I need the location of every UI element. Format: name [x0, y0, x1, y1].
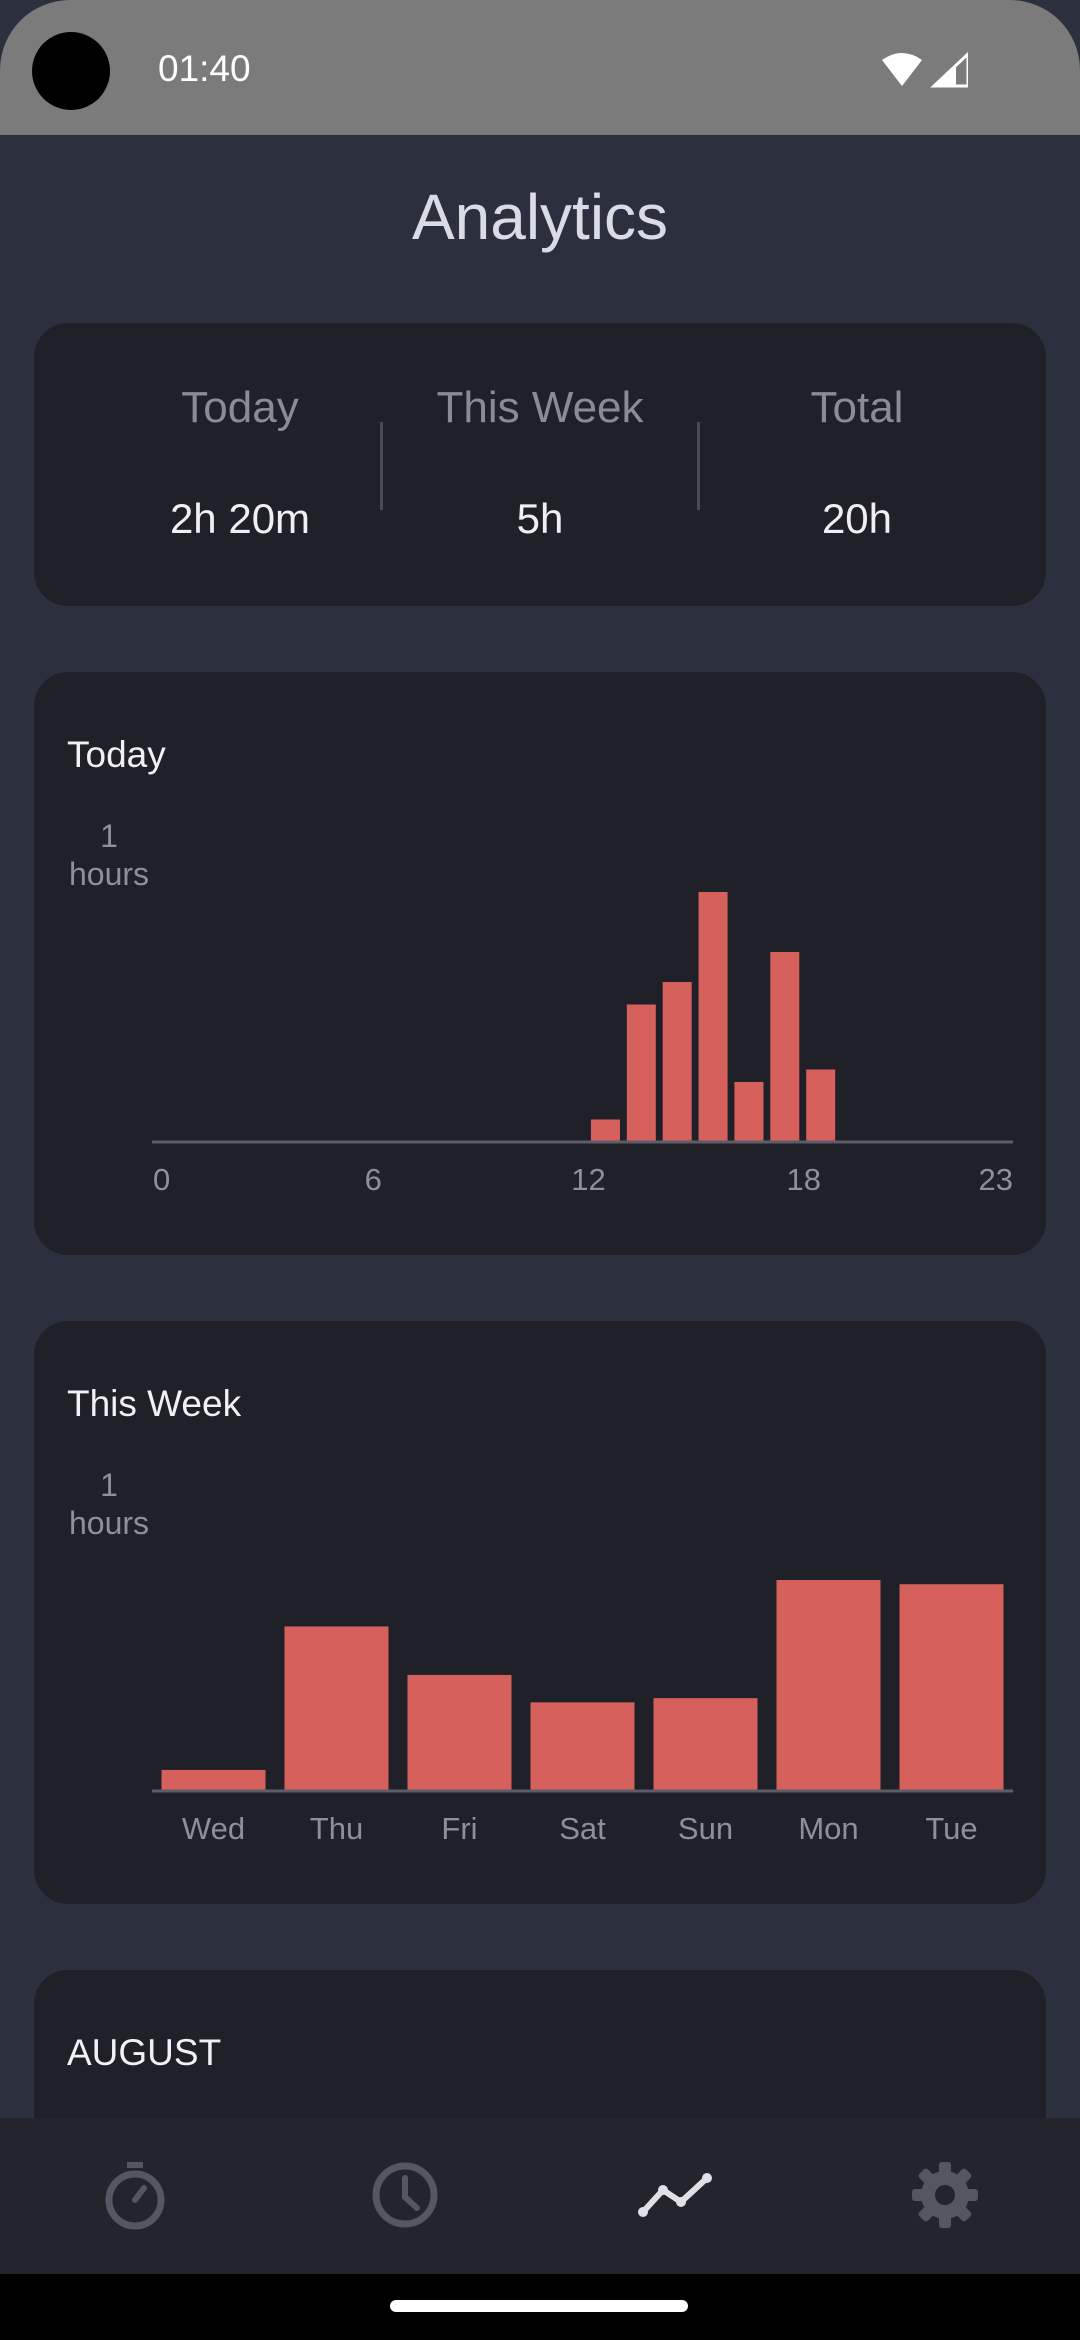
summary-today: Today 2h 20m — [82, 323, 398, 606]
x-tick-label: Wed — [182, 1811, 245, 1846]
today-unit-value: 1 — [100, 818, 118, 854]
day-bar — [899, 1584, 1004, 1791]
status-time: 01:40 — [158, 48, 251, 89]
day-bar — [407, 1674, 512, 1791]
nav-settings[interactable] — [890, 2140, 1000, 2250]
x-tick-label: 0 — [153, 1162, 170, 1197]
day-bar — [776, 1580, 881, 1791]
x-tick-label: Sun — [678, 1811, 733, 1846]
bottom-navigation — [0, 2118, 1080, 2274]
summary-week: This Week 5h — [382, 323, 698, 606]
status-bar: 01:40 — [0, 0, 1080, 135]
week-chart: Wed Thu Fri Sat Sun Mon Tue — [152, 1580, 1013, 1846]
week-unit-value: 1 — [100, 1467, 118, 1503]
summary-card: Today 2h 20m This Week 5h Total 20h — [34, 323, 1046, 606]
x-tick-label: 23 — [979, 1162, 1013, 1197]
x-tick-label: Tue — [925, 1811, 977, 1846]
x-tick-label: Thu — [310, 1811, 363, 1846]
day-bar — [161, 1769, 266, 1791]
hour-bar — [734, 1082, 764, 1142]
hour-bar — [662, 982, 692, 1142]
system-icons — [882, 52, 968, 88]
home-indicator[interactable] — [390, 2300, 688, 2312]
day-bar — [530, 1702, 635, 1791]
x-tick-label: 18 — [787, 1162, 821, 1197]
hour-bar — [590, 1119, 620, 1142]
day-bar — [284, 1626, 389, 1791]
summary-week-label: This Week — [436, 383, 644, 432]
today-chart: 0 6 12 18 23 — [152, 892, 1013, 1197]
nav-history[interactable] — [350, 2140, 460, 2250]
x-tick-label: 12 — [571, 1162, 605, 1197]
week-chart-card: This Week 1 hours Wed Thu Fri Sat Sun Mon Tue — [34, 1321, 1046, 1904]
summary-total-label: Total — [810, 383, 904, 432]
x-tick-label: Mon — [798, 1811, 858, 1846]
week-unit-label: hours — [68, 1505, 150, 1541]
summary-today-label: Today — [181, 383, 299, 432]
summary-total: Total 20h — [699, 323, 1015, 606]
week-chart-title: This Week — [67, 1383, 242, 1424]
stopwatch-icon — [105, 2162, 165, 2230]
summary-today-value: 2h 20m — [169, 495, 311, 542]
page-title: Analytics — [411, 181, 669, 253]
summary-week-value: 5h — [516, 495, 564, 542]
today-chart-title: Today — [67, 734, 166, 775]
summary-divider — [380, 422, 383, 510]
nav-stopwatch[interactable] — [80, 2140, 190, 2250]
hour-bar — [770, 952, 800, 1142]
gear-icon — [912, 2162, 978, 2228]
today-chart-card: Today 1 hours 0 6 12 18 23 — [34, 672, 1046, 1255]
x-tick-label: 6 — [365, 1162, 382, 1197]
hour-bar — [698, 892, 728, 1142]
nav-analytics[interactable] — [620, 2140, 730, 2250]
x-tick-label: Sat — [559, 1811, 606, 1846]
today-unit-label: hours — [68, 856, 150, 892]
summary-total-value: 20h — [821, 495, 893, 542]
front-camera — [32, 32, 110, 110]
analytics-icon — [638, 2173, 712, 2217]
x-tick-label: Fri — [441, 1811, 477, 1846]
wifi-icon — [882, 53, 922, 86]
clock-icon — [372, 2162, 438, 2228]
month-card-title: AUGUST — [67, 2032, 222, 2073]
hour-bar — [626, 1004, 656, 1142]
day-bar — [653, 1698, 758, 1791]
hour-bar — [806, 1069, 836, 1142]
summary-divider — [697, 422, 700, 510]
